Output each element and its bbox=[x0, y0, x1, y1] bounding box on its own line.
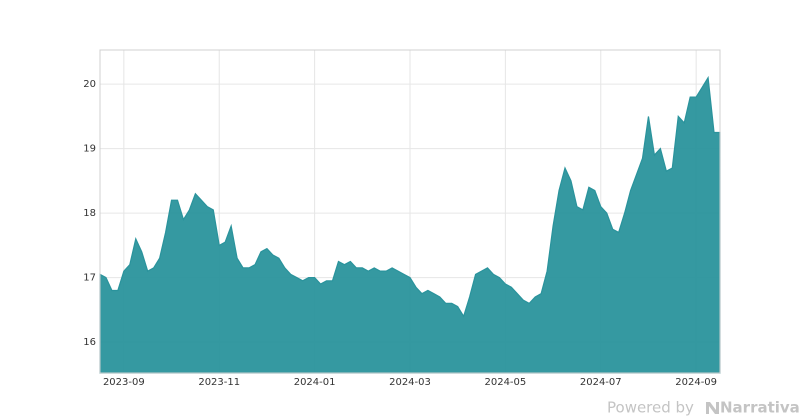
x-tick-label: 2024-09 bbox=[675, 377, 717, 388]
x-tick-label: 2023-11 bbox=[198, 377, 240, 388]
y-tick-label: 20 bbox=[83, 79, 96, 90]
watermark-prefix: Powered by bbox=[607, 399, 694, 417]
x-tick-label: 2024-03 bbox=[389, 377, 431, 388]
x-tick-label: 2023-09 bbox=[103, 377, 145, 388]
plot-border bbox=[99, 49, 721, 374]
watermark: Powered by Narrativa bbox=[607, 399, 800, 417]
y-tick-label: 17 bbox=[83, 273, 96, 284]
y-tick-label: 19 bbox=[83, 144, 96, 155]
logo bbox=[706, 402, 719, 414]
area bbox=[99, 75, 721, 374]
y-tick-label: 18 bbox=[83, 208, 96, 219]
y-tick-label: 16 bbox=[83, 337, 96, 348]
x-tick-label: 2024-01 bbox=[294, 377, 336, 388]
watermark-brand: Narrativa bbox=[720, 399, 800, 417]
x-tick-label: 2024-07 bbox=[580, 377, 622, 388]
x-tick-label: 2024-05 bbox=[484, 377, 526, 388]
